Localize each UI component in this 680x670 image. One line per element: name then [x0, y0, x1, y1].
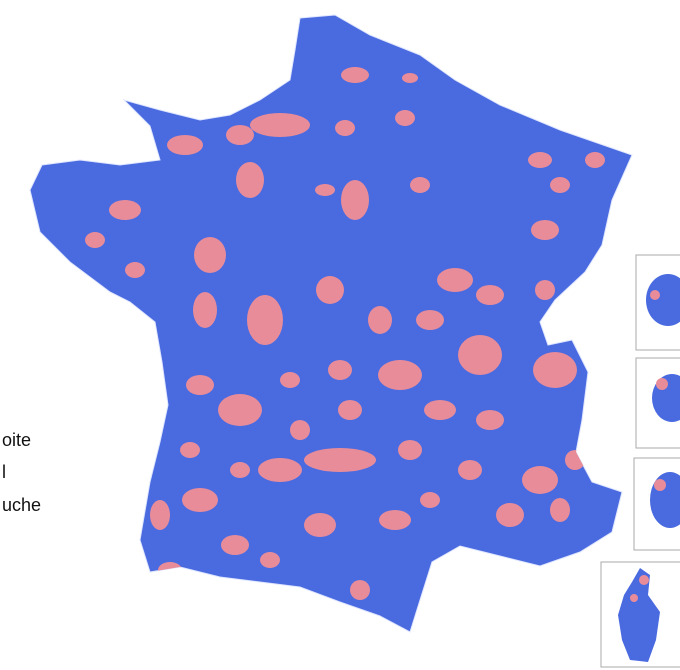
- pink-region: [186, 375, 214, 395]
- pink-region: [368, 306, 392, 334]
- france-mainland: [29, 14, 633, 633]
- pink-region: [424, 400, 456, 420]
- pink-region: [250, 113, 310, 137]
- pink-region: [585, 152, 605, 168]
- pink-region: [290, 420, 310, 440]
- pink-region: [338, 400, 362, 420]
- pink-region: [304, 448, 376, 472]
- pink-region: [522, 466, 558, 494]
- pink-region: [496, 503, 524, 527]
- pink-region: [258, 458, 302, 482]
- pink-region: [247, 295, 283, 345]
- pink-region: [458, 335, 502, 375]
- pink-region: [304, 513, 336, 537]
- pink-region: [328, 360, 352, 380]
- inset-region: [656, 378, 668, 390]
- pink-region: [533, 352, 577, 388]
- pink-region: [315, 184, 335, 196]
- pink-regions: [85, 67, 605, 600]
- legend-item: l: [2, 462, 6, 482]
- pink-region: [398, 440, 422, 460]
- pink-region: [341, 180, 369, 220]
- pink-region: [158, 562, 182, 578]
- pink-region: [260, 552, 280, 568]
- pink-region: [437, 268, 473, 292]
- inset-region: [639, 575, 649, 585]
- pink-region: [236, 162, 264, 198]
- pink-region: [410, 177, 430, 193]
- pink-region: [476, 285, 504, 305]
- pink-region: [167, 135, 203, 155]
- pink-region: [550, 177, 570, 193]
- corsica: [618, 568, 660, 662]
- pink-region: [395, 110, 415, 126]
- pink-region: [402, 73, 418, 83]
- pink-region: [379, 510, 411, 530]
- pink-region: [335, 120, 355, 136]
- pink-region: [416, 310, 444, 330]
- pink-region: [194, 237, 226, 273]
- pink-region: [193, 292, 217, 328]
- pink-region: [341, 67, 369, 83]
- pink-region: [476, 410, 504, 430]
- pink-region: [85, 232, 105, 248]
- pink-region: [182, 488, 218, 512]
- pink-region: [535, 280, 555, 300]
- pink-region: [180, 442, 200, 458]
- pink-region: [218, 394, 262, 426]
- legend-item: oite: [2, 430, 31, 450]
- pink-region: [350, 580, 370, 600]
- pink-region: [109, 200, 141, 220]
- pink-region: [316, 276, 344, 304]
- pink-region: [378, 360, 422, 390]
- pink-region: [125, 262, 145, 278]
- pink-region: [458, 460, 482, 480]
- pink-region: [550, 498, 570, 522]
- legend-item: uche: [2, 495, 41, 515]
- pink-region: [531, 220, 559, 240]
- inset-region: [654, 479, 666, 491]
- pink-region: [280, 372, 300, 388]
- pink-region: [226, 125, 254, 145]
- pink-region: [221, 535, 249, 555]
- pink-region: [565, 450, 585, 470]
- inset-territory: [646, 274, 680, 326]
- pink-region: [150, 500, 170, 530]
- pink-region: [528, 152, 552, 168]
- inset-region: [650, 290, 660, 300]
- pink-region: [420, 492, 440, 508]
- inset-region: [630, 594, 638, 602]
- pink-region: [230, 462, 250, 478]
